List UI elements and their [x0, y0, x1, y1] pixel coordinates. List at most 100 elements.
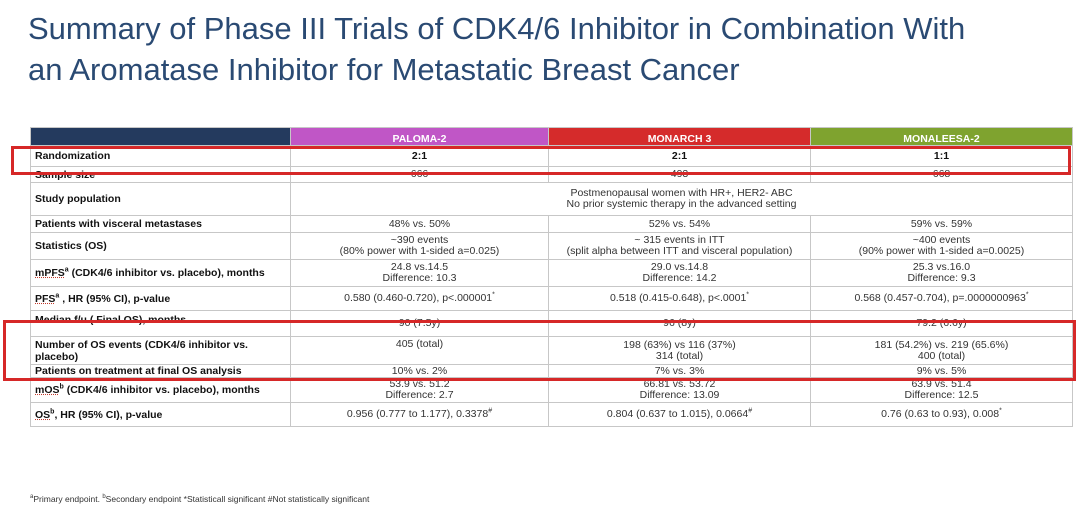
table-row-sample-size: Sample size 666 493 668: [30, 166, 1073, 183]
row-label: Statistics (OS): [30, 232, 291, 260]
header-monarch-3: MONARCH 3: [548, 127, 811, 146]
row-label: mOSb (CDK4/6 inhibitor vs. placebo), mon…: [30, 377, 291, 403]
label-rest: , HR (95% CI), p-value: [59, 292, 171, 305]
row-label: Patients with visceral metastases: [30, 215, 291, 233]
cell-monaleesa: 0.76 (0.63 to 0.93), 0.008*: [810, 402, 1073, 427]
row-label: Number of OS events (CDK4/6 inhibitor vs…: [30, 336, 291, 365]
label-abbrev: mOS: [35, 384, 60, 396]
cell-paloma: 90 (7.5y): [290, 310, 549, 337]
footnote-text-a: Primary endpoint.: [33, 494, 103, 504]
cell-line-1: 63.9 vs. 51.4: [911, 378, 972, 390]
cell-monaleesa: 9% vs. 5%: [810, 364, 1073, 378]
row-label: PFSa , HR (95% CI), p-value: [30, 286, 291, 311]
cell-line-1: 24.8 vs.14.5: [390, 261, 449, 273]
label-sup: a: [64, 266, 69, 274]
cell-monaleesa: 25.3 vs.16.0 Difference: 9.3: [810, 259, 1073, 287]
row-label: OSb, HR (95% CI), p-value: [30, 402, 291, 427]
label-rest: (CDK4/6 inhibitor vs. placebo), months: [68, 267, 265, 279]
cell-paloma: 0.580 (0.460-0.720), p<.000001*: [290, 286, 549, 311]
cell-paloma: 2:1: [290, 145, 549, 167]
cell-line-1: ~390 events: [390, 234, 449, 246]
cell-line-2: Difference: 14.2: [642, 272, 717, 284]
cell-value: 0.568 (0.457-0.704), p=.0000000963: [854, 292, 1026, 304]
footnote: aPrimary endpoint. bSecondary endpoint *…: [30, 494, 369, 504]
table-row-pfs-hr: PFSa , HR (95% CI), p-value 0.580 (0.460…: [30, 286, 1073, 311]
cell-line-2: (80% power with 1-sided a=0.025): [339, 245, 500, 257]
cell-value: 0.580 (0.460-0.720), p<.000001: [344, 292, 493, 304]
cell-line-1: 66.81 vs. 53.72: [643, 378, 716, 390]
significance-mark: #: [748, 407, 753, 415]
cell-monaleesa: 63.9 vs. 51.4 Difference: 12.5: [810, 377, 1073, 403]
cell-line-1: 198 (63%) vs 116 (37%): [623, 338, 736, 351]
cell-monarch: 198 (63%) vs 116 (37%) 314 (total): [548, 336, 811, 365]
row-label: mPFSa (CDK4/6 inhibitor vs. placebo), mo…: [30, 259, 291, 287]
footnote-sup-b: b: [102, 494, 106, 501]
table-row-statistics-os: Statistics (OS) ~390 events (80% power w…: [30, 232, 1073, 260]
cell-paloma: 0.956 (0.777 to 1.177), 0.3378#: [290, 402, 549, 427]
cell-monaleesa: 59% vs. 59%: [810, 215, 1073, 233]
cell-line-2: (90% power with 1-sided a=0.0025): [858, 245, 1025, 257]
row-label: Median f/u ( Final OS), months: [30, 310, 291, 337]
significance-mark: *: [492, 291, 495, 299]
cell-line-1: 181 (54.2%) vs. 219 (65.6%): [874, 338, 1009, 351]
cell-line-1: ~ 315 events in ITT: [634, 234, 725, 246]
cell-monarch: 29.0 vs.14.8 Difference: 14.2: [548, 259, 811, 287]
cell-line-2: (split alpha between ITT and visceral po…: [566, 245, 793, 257]
cell-paloma: 48% vs. 50%: [290, 215, 549, 233]
table-row-median-followup: Median f/u ( Final OS), months 90 (7.5y)…: [30, 310, 1073, 337]
significance-mark: *: [1025, 291, 1029, 299]
cell-monarch: 2:1: [548, 145, 811, 167]
cell-value: 0.76 (0.63 to 0.93), 0.008: [881, 408, 1000, 420]
table-row-study-population: Study population Postmenopausal women wi…: [30, 182, 1073, 216]
label-abbrev: PFS: [35, 292, 56, 305]
slide-title-line-1: Summary of Phase III Trials of CDK4/6 In…: [28, 11, 966, 46]
table-row-os-events: Number of OS events (CDK4/6 inhibitor vs…: [30, 336, 1073, 365]
significance-mark: #: [488, 407, 493, 415]
slide-title-line-2: an Aromatase Inhibitor for Metastatic Br…: [28, 52, 740, 87]
cell-monarch: 0.804 (0.637 to 1.015), 0.0664#: [548, 402, 811, 427]
label-rest: (CDK4/6 inhibitor vs. placebo), months: [63, 384, 260, 396]
label-sup: a: [55, 292, 60, 299]
label-sup: b: [50, 408, 55, 415]
cell-monarch: ~ 315 events in ITT (split alpha between…: [548, 232, 811, 260]
table-row-os-hr: OSb, HR (95% CI), p-value 0.956 (0.777 t…: [30, 402, 1073, 427]
footnote-text-b: Secondary endpoint *Statisticall signifi…: [105, 494, 370, 504]
cell-line-1: 405 (total): [395, 338, 444, 350]
row-label: Patients on treatment at final OS analys…: [30, 364, 291, 378]
cell-line-2: Difference: 10.3: [382, 272, 457, 284]
cell-study-population: Postmenopausal women with HR+, HER2- ABC…: [290, 182, 1073, 216]
cell-line-2: Difference: 2.7: [385, 389, 454, 401]
cell-line-1: 53.9 vs. 51.2: [389, 378, 450, 390]
table-row-randomization: Randomization 2:1 2:1 1:1: [30, 145, 1073, 167]
study-population-line-1: Postmenopausal women with HR+, HER2- ABC: [570, 187, 793, 199]
cell-monarch: 493: [548, 166, 811, 183]
cell-monaleesa: ~400 events (90% power with 1-sided a=0.…: [810, 232, 1073, 260]
cell-monaleesa: 668: [810, 166, 1073, 183]
row-label: Randomization: [30, 145, 291, 167]
row-label: Study population: [30, 182, 291, 216]
cell-line-2: Difference: 12.5: [904, 389, 979, 401]
study-population-line-2: No prior systemic therapy in the advance…: [566, 198, 797, 210]
row-label: Sample size: [30, 166, 291, 183]
label-sup: b: [59, 383, 64, 391]
cell-monarch: 96 (8y): [548, 310, 811, 337]
cell-line-2: 400 (total): [917, 349, 966, 362]
cell-line-1: 25.3 vs.16.0: [912, 261, 971, 273]
cell-monaleesa: 79.2 (6.6y): [810, 310, 1073, 337]
cell-monaleesa: 1:1: [810, 145, 1073, 167]
table-row-mpfs: mPFSa (CDK4/6 inhibitor vs. placebo), mo…: [30, 259, 1073, 287]
label-rest: , HR (95% CI), p-value: [54, 408, 163, 421]
cell-value: 0.518 (0.415-0.648), p<.0001: [609, 292, 747, 304]
cell-line-1: ~400 events: [912, 234, 971, 246]
cell-line-2: 314 (total): [655, 349, 704, 362]
label-abbrev: OS: [35, 408, 51, 421]
cell-paloma: 405 (total): [290, 336, 549, 365]
header-corner: [30, 127, 291, 146]
trials-summary-table: PALOMA-2 MONARCH 3 MONALEESA-2 Randomiza…: [30, 127, 1073, 427]
cell-paloma: 666: [290, 166, 549, 183]
table-header-row: PALOMA-2 MONARCH 3 MONALEESA-2: [30, 127, 1073, 146]
cell-monaleesa: 181 (54.2%) vs. 219 (65.6%) 400 (total): [810, 336, 1073, 365]
significance-mark: *: [999, 407, 1002, 415]
slide-title: Summary of Phase III Trials of CDK4/6 In…: [28, 8, 1058, 90]
significance-mark: *: [746, 291, 750, 299]
